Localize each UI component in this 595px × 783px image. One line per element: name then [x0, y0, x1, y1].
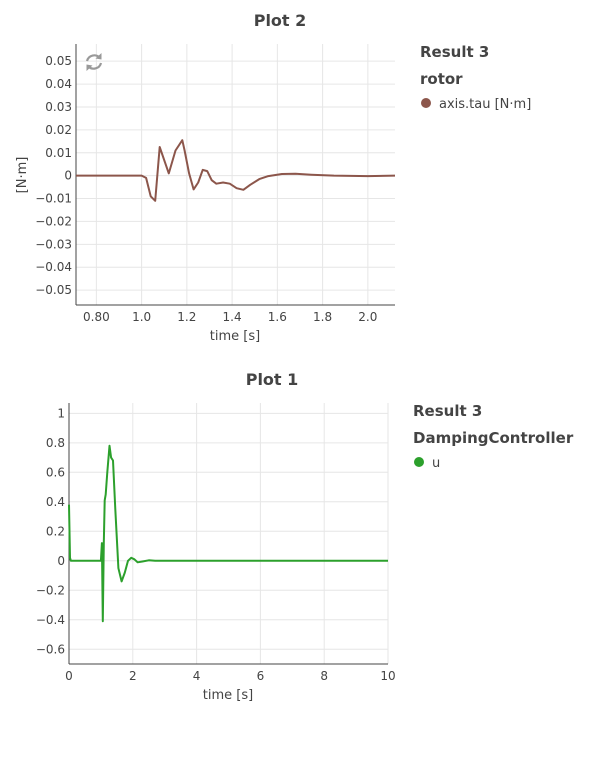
plot-1-legend-item[interactable]: u [414, 456, 440, 471]
x-tick-label: 2.0 [358, 310, 377, 324]
x-tick-label: 1.6 [268, 310, 287, 324]
y-tick-label: 0.6 [46, 465, 65, 479]
plot-2-series-line [76, 139, 396, 202]
y-tick-label: 0 [57, 554, 65, 568]
y-tick-label: −0.4 [36, 613, 65, 627]
plot-2-legend-item[interactable]: axis.tau [N·m] [421, 97, 531, 112]
plot-1-series-line [68, 444, 388, 623]
x-tick-label: 1.8 [313, 310, 332, 324]
plot-2-legend-marker [421, 98, 431, 108]
plot-2-title: Plot 2 [254, 11, 307, 30]
plot-2-x-ticks: 0.80 1.0 1.2 1.4 1.6 1.8 2.0 [83, 310, 377, 324]
plot-1-x-ticks: 0 2 4 6 8 10 [65, 669, 395, 683]
plot-1-y-ticks: 1 0.8 0.6 0.4 0.2 0 −0.2 −0.4 −0.6 [36, 406, 65, 656]
y-tick-label: 0.04 [45, 77, 72, 91]
plot-2-legend-result: Result 3 [420, 43, 489, 61]
plot-1-x-axis-title: time [s] [203, 688, 253, 703]
plot-2-legend-label: axis.tau [N·m] [439, 97, 531, 112]
plot-1-chart[interactable]: Plot 1 0 2 4 6 8 10 1 0.8 0.6 0.4 0.2 0 −0.2 −0.4 −0.… [0, 360, 595, 710]
plot-1-legend-marker [414, 457, 424, 467]
x-tick-label: 0 [65, 669, 73, 683]
plot-1-legend-label: u [432, 456, 440, 471]
x-tick-label: 6 [257, 669, 265, 683]
x-tick-label: 10 [380, 669, 395, 683]
x-tick-label: 1.2 [177, 310, 196, 324]
plot-2-legend: Result 3 rotor axis.tau [N·m] [420, 43, 531, 112]
y-tick-label: 0 [64, 169, 72, 183]
plot-2-y-axis-title: [N·m] [15, 157, 30, 194]
plot-1-legend: Result 3 DampingController u [413, 402, 574, 471]
x-tick-label: 2 [129, 669, 137, 683]
plot-2-chart[interactable]: Plot 2 0.80 1.0 1.2 1.4 1.6 1.8 2.0 0.050.040.… [0, 0, 595, 358]
y-tick-label: −0.01 [35, 192, 72, 206]
y-tick-label: 0.03 [45, 100, 72, 114]
plot-1-legend-result: Result 3 [413, 402, 482, 420]
y-tick-label: −0.03 [35, 237, 72, 251]
plot-2-panel: Plot 2 0.80 1.0 1.2 1.4 1.6 1.8 2.0 0.05 0.04 0.… [0, 0, 595, 358]
y-tick-label: −0.04 [35, 260, 72, 274]
y-tick-label: 0.05 [45, 54, 72, 68]
plot-2-grid [76, 44, 395, 305]
y-tick-label: 1 [57, 406, 65, 420]
plot-1-grid [68, 403, 389, 664]
y-tick-label: −0.02 [35, 214, 72, 228]
y-tick-label: −0.05 [35, 283, 72, 297]
y-tick-label: −0.2 [36, 583, 65, 597]
y-tick-label: −0.6 [36, 642, 65, 656]
x-tick-label: 8 [320, 669, 328, 683]
plot-2-x-axis-title: time [s] [210, 329, 260, 344]
plot-1-title: Plot 1 [246, 370, 299, 389]
y-tick-label: 0.02 [45, 123, 72, 137]
y-tick-label: 0.01 [45, 146, 72, 160]
plot-2-y-ticks: 0.05 0.04 0.03 0.02 0.01 0 −0.01 −0.02 −0.03 −0.0… [35, 54, 72, 297]
autoscale-reset-icon[interactable] [81, 49, 107, 75]
x-tick-label: 0.80 [83, 310, 110, 324]
plot-2-legend-group: rotor [420, 70, 463, 88]
plot-1-panel: Plot 1 0 2 4 6 8 10 1 0.8 0.6 0.4 0.2 0 −0.2 −0.4 −0.… [0, 360, 595, 710]
x-tick-label: 1.0 [132, 310, 151, 324]
x-tick-label: 4 [193, 669, 201, 683]
plot-1-legend-group: DampingController [413, 429, 574, 447]
y-tick-label: 0.2 [46, 524, 65, 538]
y-tick-label: 0.4 [46, 495, 65, 509]
y-tick-label: 0.8 [46, 436, 65, 450]
x-tick-label: 1.4 [223, 310, 242, 324]
